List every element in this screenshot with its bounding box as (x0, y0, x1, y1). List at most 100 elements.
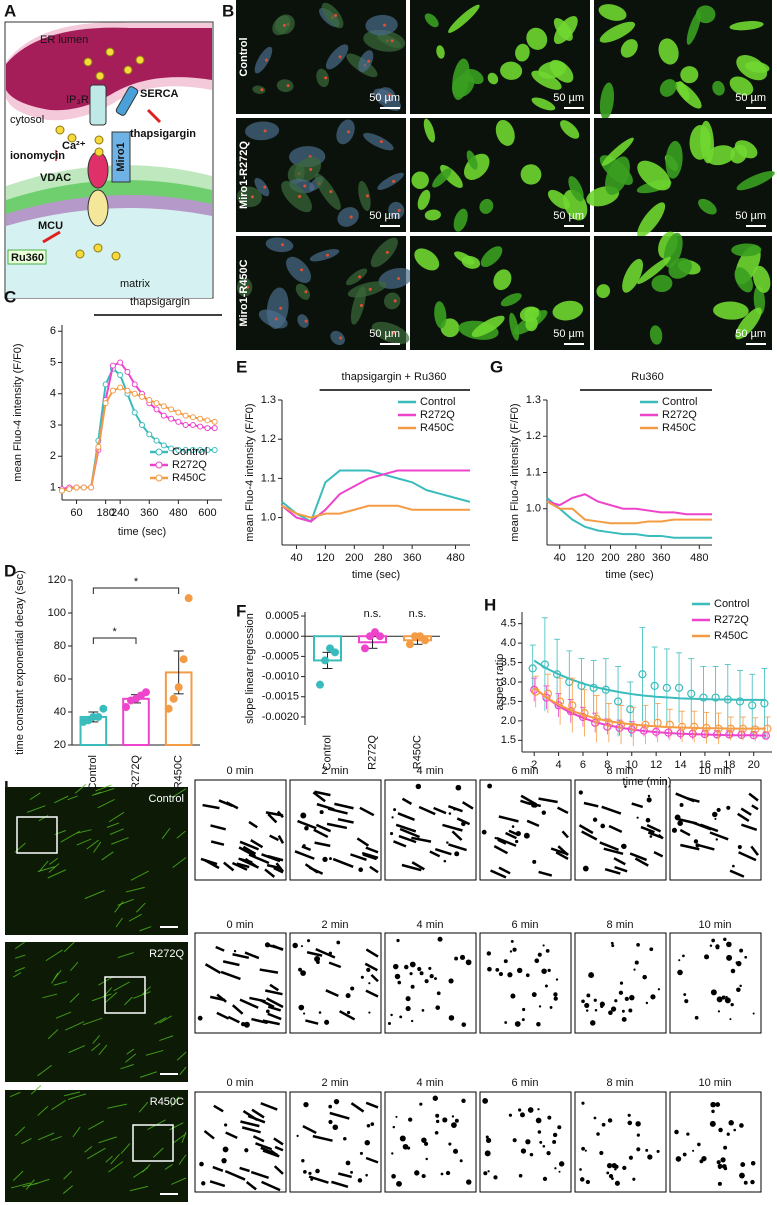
data-point (316, 680, 324, 689)
legend-label: Control (714, 598, 749, 610)
cell (713, 301, 749, 320)
mito-fragment (435, 1005, 441, 1010)
y-tick-label: 1.1 (526, 466, 541, 478)
mito-fragment (350, 1170, 353, 1174)
cell (560, 120, 580, 139)
x-tick-label: 480 (690, 552, 708, 564)
cell (294, 156, 322, 183)
data-point (117, 359, 124, 366)
mito-fragment (555, 978, 559, 981)
binary-image (669, 1091, 762, 1193)
panel-label: F (236, 601, 246, 620)
mito-fragment (678, 959, 681, 962)
panel-label: B (222, 1, 234, 20)
mito-fragment (448, 1142, 452, 1146)
mito-tubule (490, 869, 507, 879)
mito-fragment (435, 1119, 440, 1124)
mito-fragment (677, 820, 683, 826)
mito-dot (260, 88, 264, 92)
legend-label: Control (662, 396, 697, 408)
mito-fragment (424, 1141, 429, 1146)
data-point (168, 415, 175, 422)
mito-fragment (584, 1002, 590, 1009)
mito-fragment (723, 937, 727, 942)
mito-tubule (738, 851, 757, 862)
y-tick-label: 120 (48, 574, 66, 586)
mito-fragment (405, 1005, 411, 1012)
data-point (189, 414, 196, 421)
mito-network (172, 857, 187, 869)
x-tick-label: 240 (111, 507, 129, 519)
mito-fragment (387, 1021, 391, 1025)
mito-fragment (390, 831, 394, 836)
cell (417, 189, 431, 210)
y-tick-label: 1.0 (526, 503, 541, 515)
mito-network (38, 860, 49, 872)
mito-tubule (204, 963, 222, 975)
cell (432, 168, 452, 188)
mito-tubule (251, 1017, 268, 1025)
cell (377, 172, 404, 190)
mito-fragment (515, 839, 519, 844)
mito-fragment (590, 1020, 596, 1026)
data-point (179, 655, 188, 664)
mito-fragment (518, 1173, 523, 1178)
cell (252, 85, 266, 94)
x-tick-label: 6 (580, 759, 586, 771)
mito-network (145, 1049, 164, 1056)
x-tick-label: R272Q (130, 755, 142, 790)
time-label: 0 min (227, 765, 254, 777)
diagram-label: matrix (120, 278, 150, 290)
mito-fragment (199, 1161, 204, 1167)
mito-fragment (649, 835, 653, 838)
mito-fragment (511, 825, 515, 828)
mito-fragment (614, 999, 618, 1003)
data-point (650, 681, 659, 690)
mito-fragment (484, 1150, 491, 1157)
mito-network (68, 1045, 85, 1054)
data-point (146, 397, 153, 403)
cell (276, 79, 294, 93)
cell (436, 45, 445, 59)
panel-label: H (484, 595, 496, 614)
mito-fragment (693, 839, 699, 844)
mito-network (105, 1155, 113, 1163)
mito-tubule (239, 858, 260, 869)
mito-tubule (520, 794, 537, 806)
mito-tubule (334, 802, 354, 810)
mito-fragment (657, 988, 661, 991)
mito-tubule (538, 870, 553, 877)
mito-tubule (365, 846, 379, 854)
binary-image (479, 779, 572, 881)
mito-fragment (445, 1170, 451, 1176)
mito-fragment (399, 1135, 406, 1142)
mito-fragment (304, 825, 309, 831)
mito-tubule (265, 997, 284, 1009)
x-tick-label: 200 (601, 552, 619, 564)
cell (424, 13, 439, 28)
mito-fragment (671, 827, 677, 833)
mito-tubule (337, 1172, 352, 1179)
mito-tubule (259, 998, 275, 1009)
mito-network (14, 941, 25, 950)
mito-network (142, 1164, 151, 1173)
data-point (109, 387, 116, 394)
mito-fragment (720, 1157, 726, 1163)
data-point (211, 418, 218, 425)
mito-dot (339, 336, 343, 340)
mito-fragment (546, 1151, 551, 1156)
mito-tubule (239, 998, 259, 1009)
time-label: 2 min (322, 1077, 349, 1089)
y-tick-label: 3.5 (501, 656, 516, 668)
mito-tubule (239, 840, 260, 851)
mito-tubule (216, 993, 227, 1003)
data-point (616, 720, 626, 729)
mito-network (37, 1106, 49, 1116)
legend-marker (155, 474, 163, 482)
legend-label: Control (172, 446, 207, 458)
mito-tubule (687, 797, 700, 803)
mito-fragment (454, 956, 459, 961)
mito-fragment (516, 967, 523, 974)
mito-tubule (273, 1165, 284, 1175)
mito-fragment (538, 1005, 542, 1008)
